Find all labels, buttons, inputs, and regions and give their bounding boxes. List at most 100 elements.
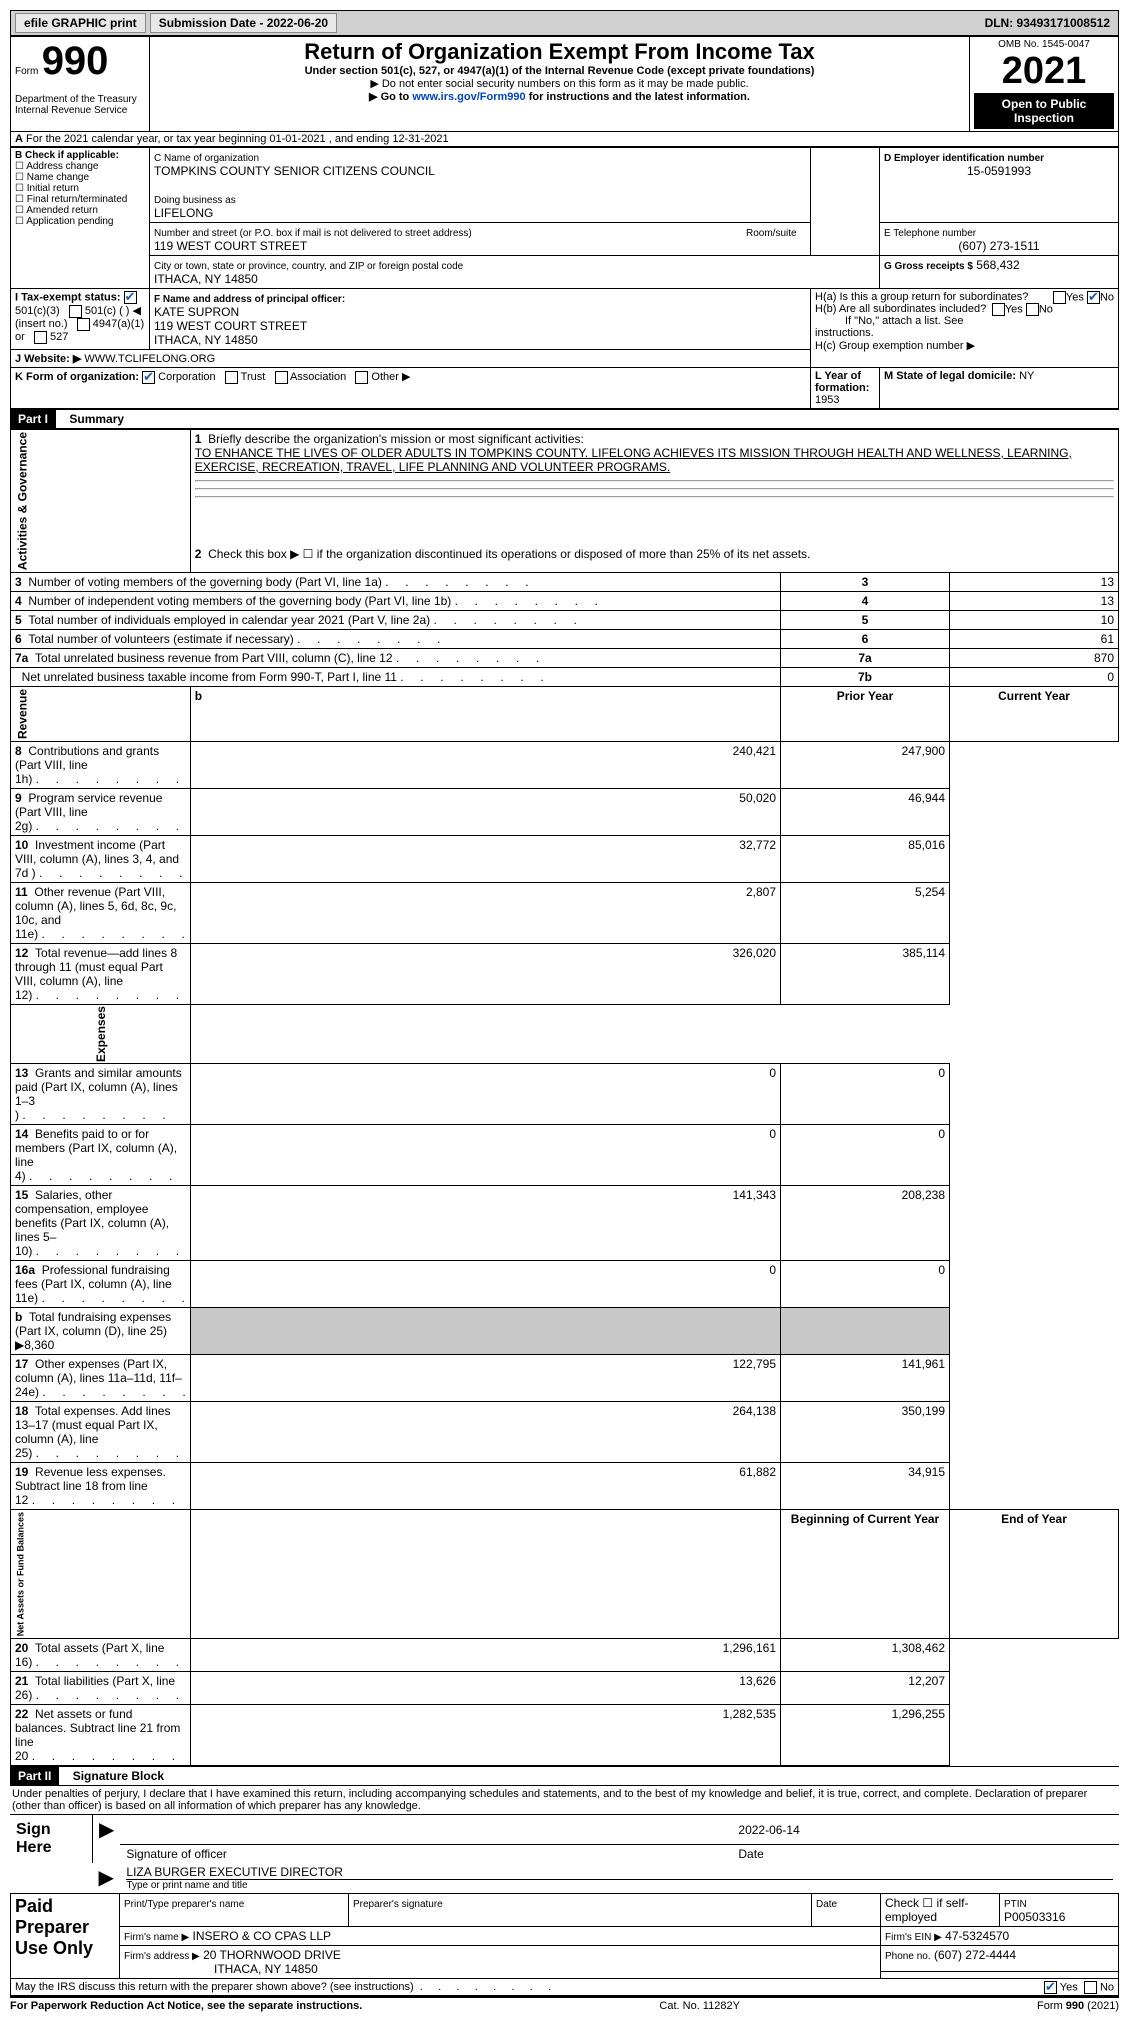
current-hdr: Current Year bbox=[998, 689, 1070, 703]
part1-title: Summary bbox=[69, 412, 124, 426]
g-label: G Gross receipts $ bbox=[884, 261, 973, 272]
tax-year: 2021 bbox=[974, 50, 1114, 93]
m-label: M State of legal domicile: bbox=[884, 370, 1016, 382]
firm-addr-label: Firm's address ▶ bbox=[124, 1951, 200, 1962]
self-emp: Check ☐ if self-employed bbox=[881, 1893, 1000, 1926]
dba-label: Doing business as bbox=[154, 195, 236, 206]
hb-no[interactable] bbox=[1026, 303, 1039, 316]
sign-table: Sign Here ▶ 2022-06-14 Signature of offi… bbox=[10, 1815, 1119, 1893]
discuss-no[interactable] bbox=[1084, 1981, 1097, 1994]
side-rev: Revenue bbox=[11, 687, 191, 742]
dept: Department of the Treasury Internal Reve… bbox=[15, 94, 145, 116]
efile-print-button[interactable]: efile GRAPHIC print bbox=[15, 13, 146, 33]
sig-label: Signature of officer bbox=[120, 1844, 732, 1863]
part2-title: Signature Block bbox=[73, 1769, 164, 1783]
hb: H(b) Are all subordinates included? bbox=[815, 303, 986, 315]
side-exp: Expenses bbox=[11, 1005, 191, 1064]
l2: Check this box ▶ ☐ if the organization d… bbox=[208, 547, 810, 561]
prior-hdr: Prior Year bbox=[837, 689, 893, 703]
ha-no[interactable] bbox=[1087, 291, 1100, 304]
discuss: May the IRS discuss this return with the… bbox=[15, 1981, 414, 1993]
state: NY bbox=[1019, 370, 1034, 382]
ha-yes[interactable] bbox=[1053, 291, 1066, 304]
b-label: B Check if applicable: bbox=[15, 150, 119, 161]
hb-note: If "No," attach a list. See instructions… bbox=[815, 315, 963, 339]
l1-label: Briefly describe the organization's miss… bbox=[208, 432, 584, 446]
topbar: efile GRAPHIC print Submission Date - 20… bbox=[10, 10, 1119, 36]
city: ITHACA, NY 14850 bbox=[154, 272, 258, 286]
ha: H(a) Is this a group return for subordin… bbox=[815, 291, 1028, 303]
form-number: 990 bbox=[42, 39, 109, 83]
sub2: ▶ Do not enter social security numbers o… bbox=[154, 77, 965, 90]
d-label: D Employer identification number bbox=[884, 153, 1044, 164]
irs-link[interactable]: www.irs.gov/Form990 bbox=[412, 91, 525, 103]
sign-here: Sign Here bbox=[10, 1815, 93, 1863]
ptin: P00503316 bbox=[1004, 1910, 1065, 1924]
website: WWW.TCLIFELONG.ORG bbox=[84, 353, 215, 365]
officer-print-name: LIZA BURGER EXECUTIVE DIRECTOR bbox=[126, 1865, 1113, 1880]
firm-name: INSERO & CO CPAS LLP bbox=[193, 1929, 332, 1943]
part1-table: Activities & Governance 1 Briefly descri… bbox=[10, 429, 1119, 1766]
f-label: F Name and address of principal officer: bbox=[154, 294, 345, 305]
prep-date-label: Date bbox=[816, 1899, 837, 1910]
j-label: J Website: ▶ bbox=[15, 353, 81, 365]
city-label: City or town, state or province, country… bbox=[154, 261, 463, 272]
prep-name-label: Print/Type preparer's name bbox=[124, 1899, 244, 1910]
sub1: Under section 501(c), 527, or 4947(a)(1)… bbox=[305, 65, 815, 77]
discuss-yes[interactable] bbox=[1044, 1981, 1057, 1994]
prep-sig-label: Preparer's signature bbox=[353, 1899, 443, 1910]
phone: (607) 273-1511 bbox=[884, 239, 1114, 253]
officer-addr1: 119 WEST COURT STREET bbox=[154, 319, 307, 333]
form-label: Form bbox=[15, 66, 38, 77]
date-label: Date bbox=[732, 1844, 1119, 1863]
inspection: Open to Public Inspection bbox=[974, 93, 1114, 129]
side-ag: Activities & Governance bbox=[11, 430, 191, 573]
sub3-post: for instructions and the latest informat… bbox=[526, 91, 750, 103]
hb-yes[interactable] bbox=[992, 303, 1005, 316]
preparer-table: Paid Preparer Use Only Print/Type prepar… bbox=[10, 1893, 1119, 1979]
k-label: K Form of organization: bbox=[15, 371, 139, 383]
sig-date: 2022-06-14 bbox=[732, 1815, 1119, 1844]
firm-ein-label: Firm's EIN ▶ bbox=[885, 1932, 942, 1943]
i-label: I Tax-exempt status: bbox=[15, 291, 121, 303]
firm-phone-label: Phone no. bbox=[885, 1951, 931, 1962]
submission-date: Submission Date - 2022-06-20 bbox=[150, 13, 337, 33]
gross-receipts: 568,432 bbox=[976, 258, 1019, 272]
period-line: A For the 2021 calendar year, or tax yea… bbox=[10, 132, 1119, 147]
paid-label: Paid Preparer Use Only bbox=[11, 1893, 120, 1978]
firm-addr: 20 THORNWOOD DRIVE bbox=[203, 1948, 341, 1962]
form-title: Return of Organization Exempt From Incom… bbox=[154, 39, 965, 65]
year-formation: 1953 bbox=[815, 394, 839, 406]
officer-addr2: ITHACA, NY 14850 bbox=[154, 333, 258, 347]
part2-hdr: Part II bbox=[10, 1767, 59, 1785]
c-name-label: C Name of organization bbox=[154, 153, 259, 164]
footer-mid: Cat. No. 11282Y bbox=[659, 2000, 740, 2012]
side-net: Net Assets or Fund Balances bbox=[11, 1510, 191, 1639]
declaration: Under penalties of perjury, I declare th… bbox=[10, 1786, 1119, 1815]
officer-name: KATE SUPRON bbox=[154, 305, 239, 319]
dba: LIFELONG bbox=[154, 206, 213, 220]
dln: DLN: 93493171008512 bbox=[985, 16, 1114, 30]
firm-city: ITHACA, NY 14850 bbox=[214, 1962, 318, 1976]
footer: For Paperwork Reduction Act Notice, see … bbox=[10, 1996, 1119, 2012]
firm-name-label: Firm's name ▶ bbox=[124, 1932, 189, 1943]
ein: 15-0591993 bbox=[884, 164, 1114, 178]
footer-left: For Paperwork Reduction Act Notice, see … bbox=[10, 2000, 362, 2012]
addr-label: Number and street (or P.O. box if mail i… bbox=[154, 228, 472, 239]
ptin-label: PTIN bbox=[1004, 1899, 1027, 1910]
room-label: Room/suite bbox=[746, 228, 797, 239]
block-bcdefg: B Check if applicable: ☐ Address change☐… bbox=[10, 147, 1119, 409]
l-label: L Year of formation: bbox=[815, 370, 869, 394]
print-name-label: Type or print name and title bbox=[126, 1880, 1113, 1891]
firm-phone: (607) 272-4444 bbox=[934, 1948, 1016, 1962]
header-table: Form 990 Department of the Treasury Inte… bbox=[10, 36, 1119, 132]
beg-hdr: Beginning of Current Year bbox=[791, 1512, 939, 1526]
omb: OMB No. 1545-0047 bbox=[974, 39, 1114, 50]
firm-ein: 47-5324570 bbox=[945, 1929, 1009, 1943]
mission: TO ENHANCE THE LIVES OF OLDER ADULTS IN … bbox=[195, 446, 1072, 474]
part1-hdr: Part I bbox=[10, 410, 56, 428]
org-name: TOMPKINS COUNTY SENIOR CITIZENS COUNCIL bbox=[154, 164, 435, 178]
footer-right: Form 990 (2021) bbox=[1037, 2000, 1119, 2012]
e-label: E Telephone number bbox=[884, 228, 976, 239]
hc: H(c) Group exemption number ▶ bbox=[815, 340, 975, 352]
